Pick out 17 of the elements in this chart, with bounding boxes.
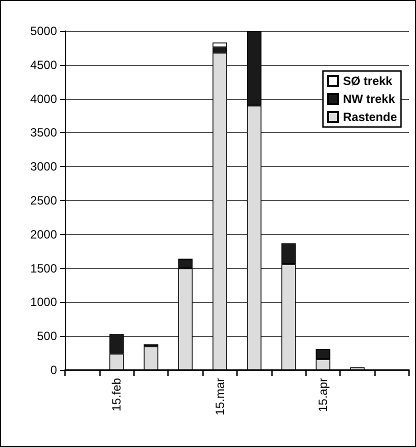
y-tick-label: 2500 [30, 194, 58, 208]
y-tick-label: 500 [36, 329, 58, 344]
y-tick-label: 1500 [30, 261, 58, 276]
y-tick-label: 4500 [30, 58, 58, 72]
x-tick-label: 15.mar [212, 378, 227, 416]
y-tick-label: 3500 [30, 126, 58, 140]
legend-label: SØ trekk [342, 74, 393, 88]
x-tick-label: 15.feb [110, 378, 124, 412]
y-tick-label: 3000 [30, 160, 58, 174]
legend-label: Rastende [342, 110, 398, 124]
y-tick-label: 5000 [30, 24, 58, 38]
x-tick-label: 15.apr [316, 378, 330, 412]
y-tick-label: 1000 [30, 295, 58, 310]
legend-label: NW trekk [342, 92, 396, 106]
y-tick-label: 4000 [30, 92, 58, 106]
y-tick-label: 0 [50, 363, 58, 377]
y-tick-label: 2000 [30, 227, 58, 242]
